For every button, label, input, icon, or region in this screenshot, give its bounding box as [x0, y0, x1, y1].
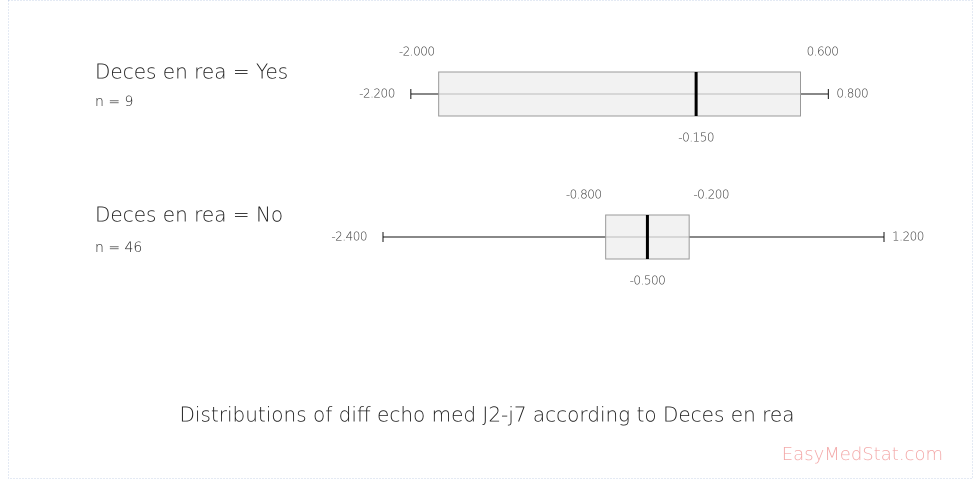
q3-label: 0.600	[807, 45, 839, 59]
group-n: n = 46	[95, 240, 142, 256]
watermark: EasyMedStat.com	[782, 444, 943, 465]
max-label: 1.200	[892, 230, 924, 244]
group-name: Deces en rea = No	[95, 203, 283, 227]
group-name: Deces en rea = Yes	[95, 60, 288, 84]
median-label: -0.500	[630, 274, 666, 288]
q1-label: -0.800	[566, 188, 602, 202]
group-n: n = 9	[95, 94, 133, 110]
min-label: -2.200	[359, 87, 395, 101]
chart-title: Distributions of diff echo med J2-j7 acc…	[180, 403, 795, 427]
min-label: -2.400	[331, 230, 367, 244]
max-label: 0.800	[836, 87, 868, 101]
median-label: -0.150	[678, 131, 714, 145]
q1-label: -2.000	[399, 45, 435, 59]
q3-label: -0.200	[693, 188, 729, 202]
